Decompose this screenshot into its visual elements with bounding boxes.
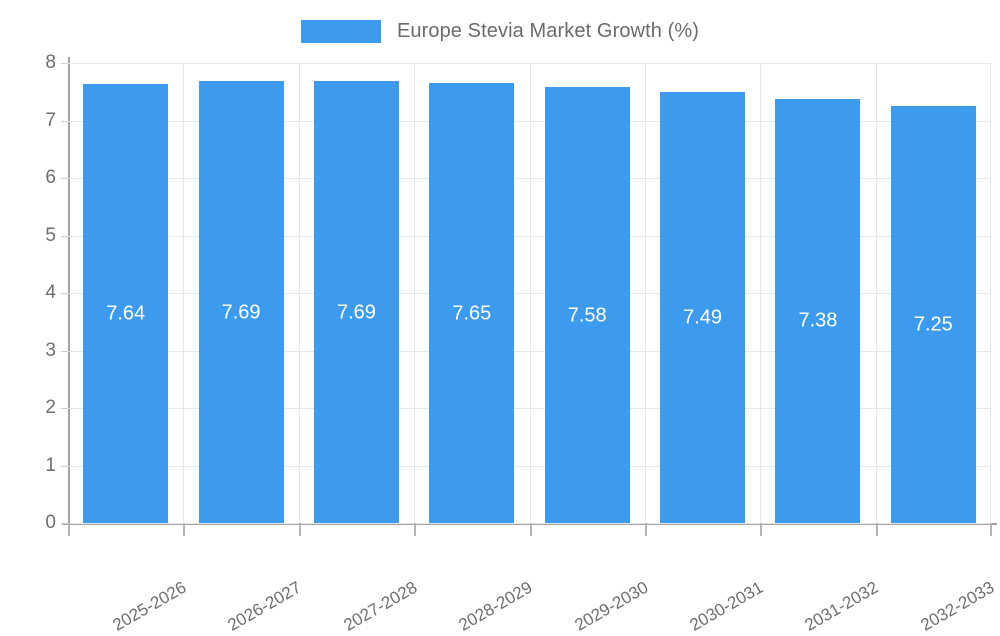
gridline-vertical (414, 63, 415, 523)
bar-value-label: 7.58 (567, 304, 607, 327)
y-axis-tick (61, 408, 68, 409)
y-axis-tick (61, 63, 68, 64)
bar-value-label: 7.25 (913, 313, 953, 336)
bar[interactable] (83, 83, 169, 523)
x-axis-labels: 2025-2026 2026-2027 2027-2028 2028-2029 2029… (0, 537, 1000, 635)
x-axis-tick-label: 2031-2032 (801, 577, 882, 635)
x-axis-tick (68, 523, 70, 536)
bar[interactable] (775, 98, 861, 523)
x-axis-tick (414, 523, 416, 536)
bar[interactable] (544, 87, 630, 523)
gridline-horizontal (68, 235, 991, 237)
gridline-vertical (760, 63, 761, 523)
bar-value-label: 7.49 (683, 306, 723, 329)
gridline-horizontal (68, 350, 991, 352)
y-axis-labels: 0 1 2 3 4 5 6 7 8 (0, 52, 56, 533)
bar[interactable] (429, 83, 515, 523)
bar-value-label: 7.65 (452, 302, 492, 325)
gridline-horizontal (68, 120, 991, 122)
x-axis-tick-label: 2032-2033 (917, 577, 998, 635)
y-axis-tick-label: 5 (45, 224, 56, 246)
x-axis-tick-label: 2025-2026 (109, 577, 190, 635)
gridline-vertical (183, 63, 184, 523)
gridline-horizontal (68, 523, 991, 524)
y-axis-tick (61, 120, 68, 122)
y-axis-tick-label: 4 (45, 282, 56, 303)
x-axis-line (62, 523, 997, 525)
x-axis-tick (645, 523, 647, 536)
gridline-vertical (645, 63, 646, 523)
x-axis-tick (530, 523, 532, 536)
y-axis-tick-label: 1 (45, 454, 56, 476)
y-axis-tick (61, 178, 68, 179)
gridline-vertical (530, 63, 531, 523)
bar-value-label: 7.38 (798, 309, 838, 332)
bar-value-label: 7.69 (221, 301, 261, 324)
x-axis-tick-label: 2028-2029 (455, 577, 536, 635)
y-axis-tick (61, 235, 68, 237)
y-axis-tick (61, 523, 68, 524)
y-axis-tick-label: 3 (45, 339, 56, 361)
y-axis-tick-label: 7 (45, 109, 56, 131)
bar[interactable] (890, 106, 976, 523)
y-axis-tick-label: 6 (45, 167, 56, 188)
legend-label-series-0[interactable]: Europe Stevia Market Growth (%) (396, 19, 700, 42)
bar[interactable] (660, 92, 746, 523)
gridline-vertical (299, 63, 300, 523)
y-axis-tick-label: 8 (45, 52, 56, 73)
bar-value-label: 7.64 (106, 302, 146, 325)
x-axis-tick (299, 523, 301, 536)
gridline-vertical (876, 63, 877, 523)
gridline-horizontal (68, 178, 991, 179)
gridline-horizontal (68, 293, 991, 294)
x-axis-tick-label: 2026-2027 (224, 577, 305, 635)
x-axis-tick (183, 523, 185, 536)
x-axis-tick-label: 2030-2031 (686, 577, 767, 635)
gridline-horizontal (68, 63, 991, 64)
bar-value-label: 7.69 (336, 301, 376, 324)
bar[interactable] (198, 80, 284, 523)
legend-swatch-series-0[interactable] (300, 19, 381, 43)
x-axis-tick (876, 523, 878, 536)
x-axis-tick (760, 523, 762, 536)
y-axis-tick-label: 0 (45, 512, 56, 533)
gridline-vertical (990, 63, 991, 523)
gridline-horizontal (68, 408, 991, 409)
gridline-horizontal (68, 465, 991, 467)
y-axis-tick (61, 465, 68, 467)
x-axis-tick-label: 2029-2030 (570, 577, 651, 635)
y-axis-tick (61, 293, 68, 294)
x-axis-tick (990, 523, 992, 536)
plot-area: 7.64 7.69 7.69 7.65 7.58 7.49 7.38 7.25 (61, 63, 991, 524)
bar[interactable] (313, 80, 399, 523)
x-axis-tick-label: 2027-2028 (340, 577, 421, 635)
y-axis-tick (61, 350, 68, 352)
y-axis-tick-label: 2 (45, 397, 56, 418)
chart-legend: Europe Stevia Market Growth (%) (0, 14, 1000, 48)
